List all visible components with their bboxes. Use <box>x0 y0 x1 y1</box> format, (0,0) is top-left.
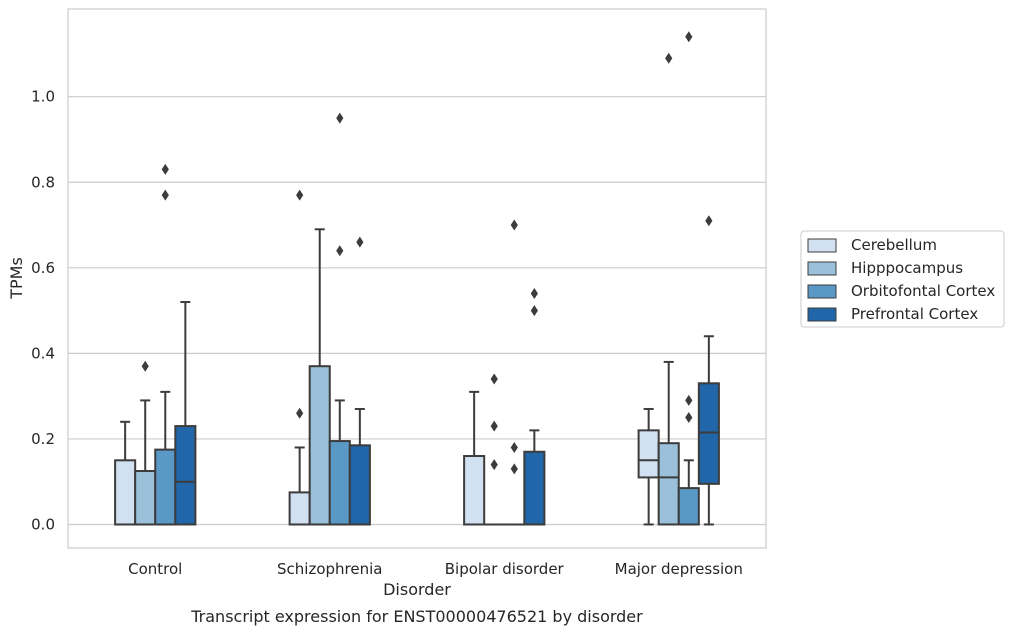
y-tick-label: 0.6 <box>31 259 55 277</box>
box <box>328 440 351 526</box>
box-group <box>348 236 371 526</box>
box-series <box>114 31 720 526</box>
legend-label: Orbitofontal Cortex <box>851 282 995 300</box>
box-group <box>288 189 311 526</box>
legend-swatch <box>807 261 837 276</box>
box <box>174 425 197 526</box>
outlier-point <box>665 52 673 64</box>
outlier-point <box>490 373 498 385</box>
box-group <box>523 287 546 526</box>
x-axis-label: Disorder <box>383 580 451 599</box>
x-axis-ticks: Control Schizophrenia Bipolar disorder Majo… <box>128 560 743 578</box>
outlier-point <box>685 394 693 406</box>
legend: Cerebellum Hipppocampus Orbitofontal Corte… <box>800 230 1005 328</box>
box-group <box>697 215 720 526</box>
box <box>114 459 137 526</box>
box-group <box>463 390 486 526</box>
legend-item: Prefrontal Cortex <box>807 305 978 323</box>
x-tick-label: Control <box>128 560 182 578</box>
box-group <box>657 52 680 526</box>
box-group <box>174 301 197 526</box>
box <box>677 487 700 526</box>
box-group <box>114 420 137 526</box>
legend-swatch <box>807 238 837 253</box>
x-tick-label: Major depression <box>615 560 743 578</box>
box <box>463 455 486 526</box>
box-group <box>503 219 526 526</box>
x-tick-label: Schizophrenia <box>277 560 382 578</box>
box-group <box>483 373 506 526</box>
y-tick-label: 1.0 <box>31 88 55 106</box>
y-axis-ticks: 0.0 0.2 0.4 0.6 0.8 1.0 <box>31 88 55 534</box>
outlier-point <box>510 441 518 453</box>
legend-frame <box>800 230 1005 328</box>
legend-label: Prefrontal Cortex <box>851 305 978 323</box>
box-group <box>134 360 157 526</box>
legend-label: Hipppocampus <box>851 259 963 277</box>
box-group <box>677 31 700 526</box>
outlier-point <box>530 287 538 299</box>
outlier-point <box>530 305 538 317</box>
outlier-point <box>296 189 304 201</box>
y-axis-label: TPMs <box>7 257 26 300</box>
box <box>523 450 546 526</box>
box <box>348 444 371 526</box>
outlier-point <box>161 189 169 201</box>
y-tick-label: 0.4 <box>31 344 55 362</box>
outlier-point <box>356 236 364 248</box>
outlier-point <box>161 163 169 175</box>
outlier-point <box>490 420 498 432</box>
figure-caption: Transcript expression for ENST0000047652… <box>190 607 643 626</box>
outlier-point <box>336 245 344 257</box>
outlier-point <box>336 112 344 124</box>
box <box>697 382 720 485</box>
box-group <box>637 407 660 526</box>
box <box>308 365 331 526</box>
legend-item: Hipppocampus <box>807 259 963 277</box>
box <box>154 448 177 526</box>
outlier-point <box>685 31 693 43</box>
box-group <box>308 228 331 526</box>
legend-swatch <box>807 307 837 322</box>
box <box>657 442 680 526</box>
plot-area-frame <box>67 8 767 549</box>
outlier-point <box>510 219 518 231</box>
box <box>134 470 157 526</box>
x-tick-label: Bipolar disorder <box>445 560 565 578</box>
box-group <box>328 112 351 526</box>
outlier-point <box>490 459 498 471</box>
outlier-point <box>685 412 693 424</box>
box-group <box>154 163 177 526</box>
outlier-point <box>296 407 304 419</box>
legend-item: Orbitofontal Cortex <box>807 282 995 300</box>
y-tick-label: 0.0 <box>31 515 55 533</box>
legend-item: Cerebellum <box>807 236 937 254</box>
y-tick-label: 0.8 <box>31 173 55 191</box>
outlier-point <box>141 360 149 372</box>
y-tick-label: 0.2 <box>31 430 55 448</box>
outlier-point <box>510 463 518 475</box>
legend-swatch <box>807 284 837 299</box>
legend-label: Cerebellum <box>851 236 937 254</box>
box <box>637 429 660 479</box>
box <box>288 491 311 526</box>
outlier-point <box>705 215 713 227</box>
